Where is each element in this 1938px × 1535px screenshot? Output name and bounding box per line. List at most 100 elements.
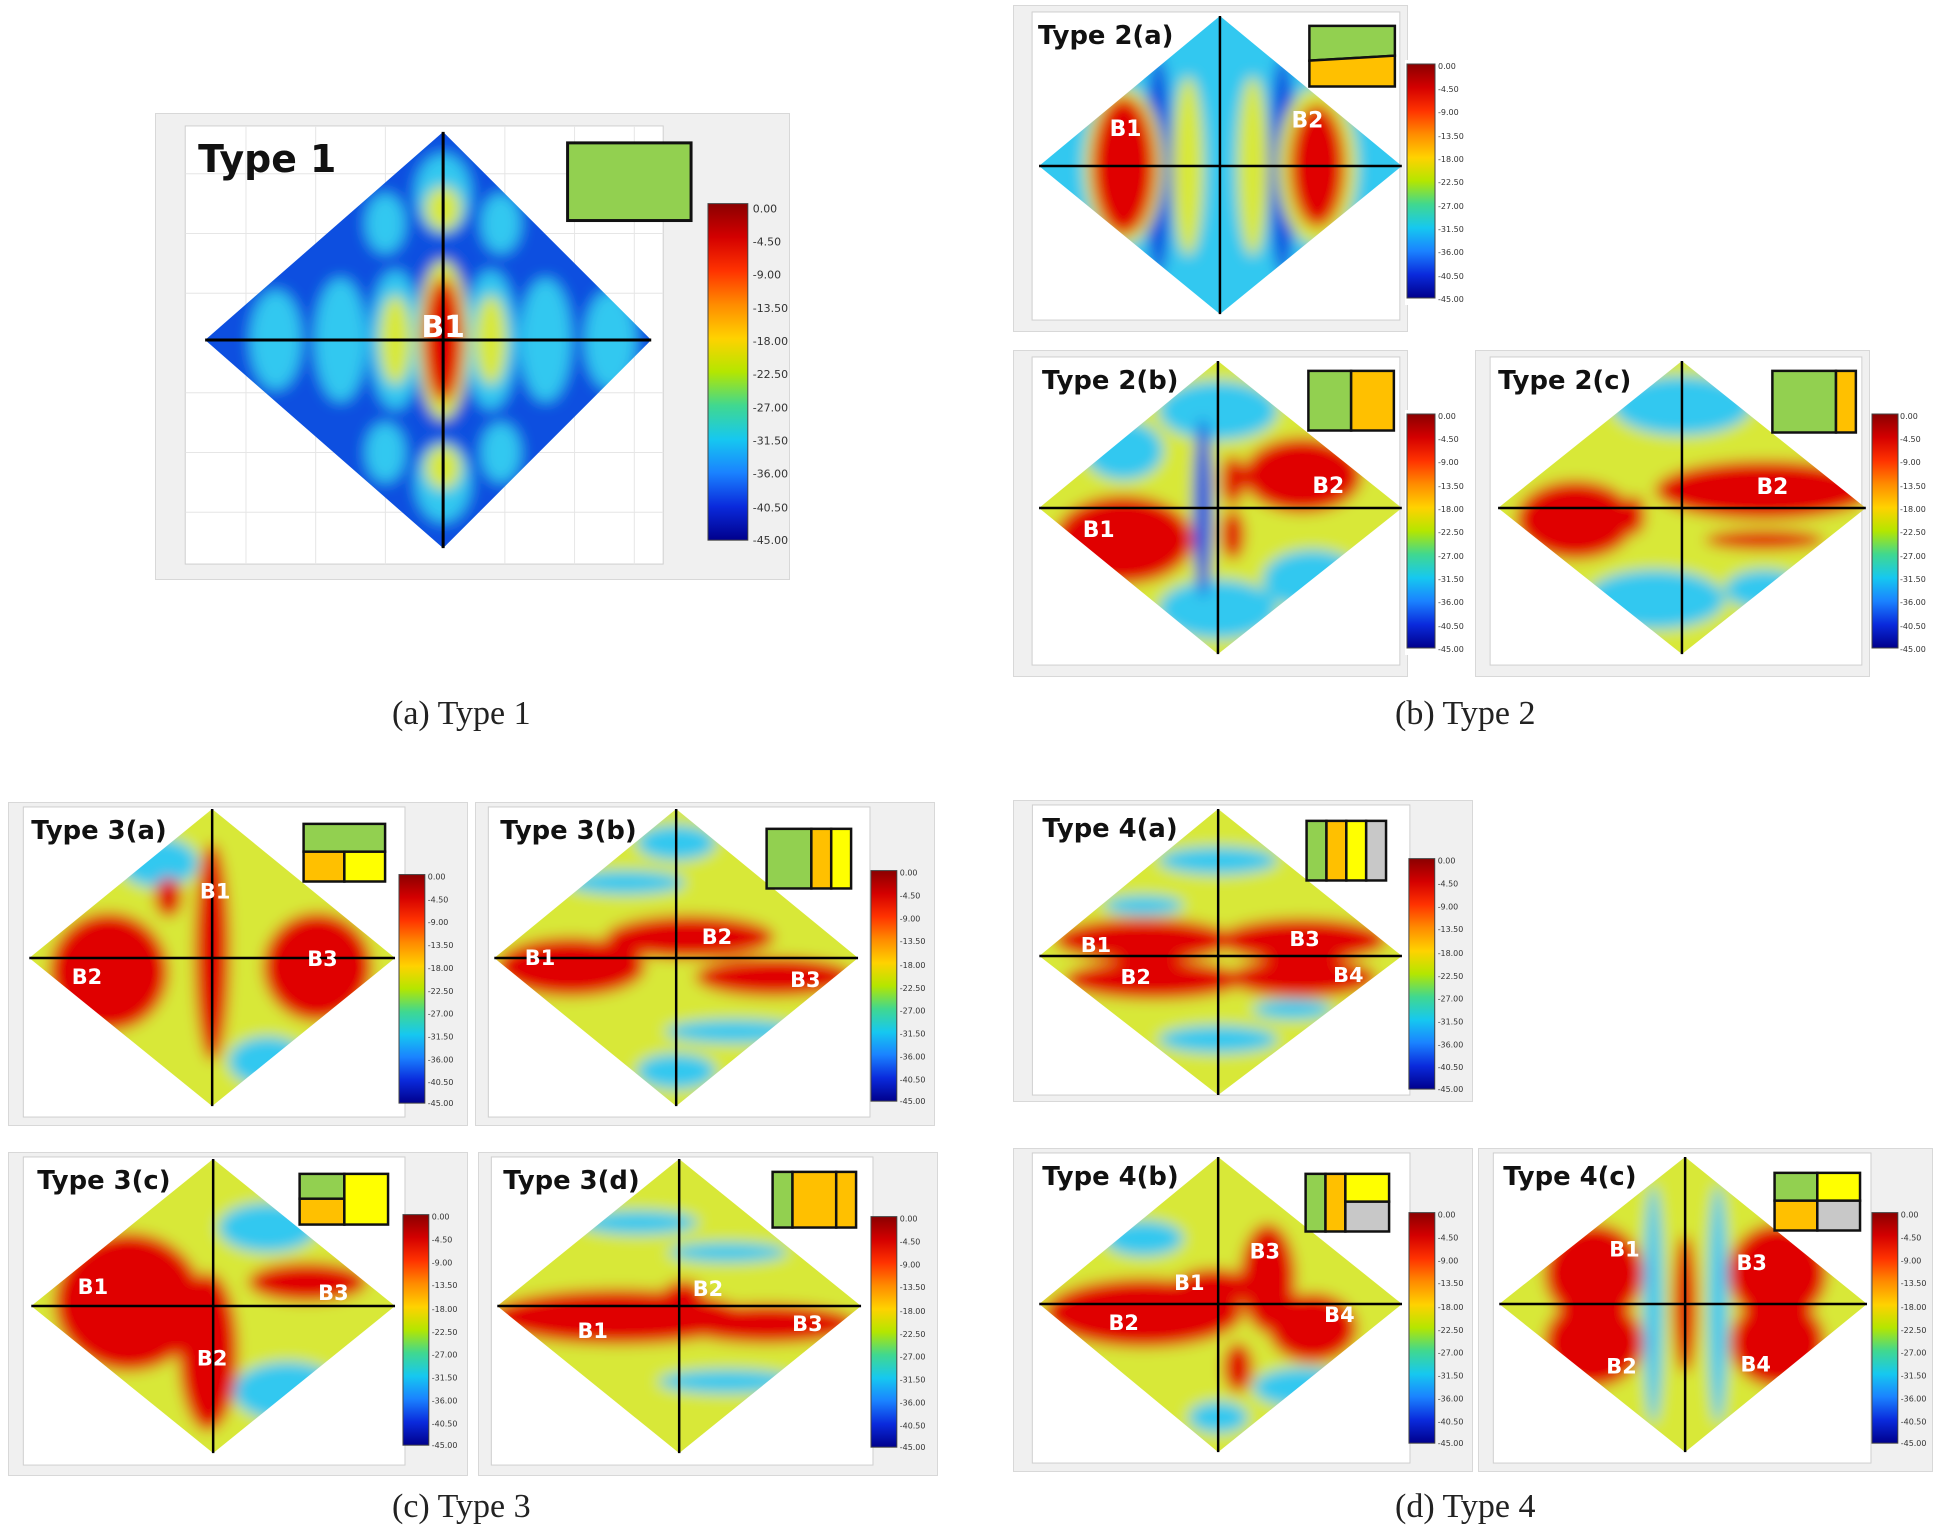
colorbar-tick: -22.50 — [1438, 1326, 1464, 1335]
colorbar-tick: -9.00 — [1438, 108, 1459, 117]
colorbar-tick: -45.00 — [1438, 1085, 1464, 1094]
beam-label: B2 — [1312, 474, 1344, 499]
colorbar-tick: -9.00 — [1438, 1256, 1459, 1265]
colorbar-tick: -31.50 — [428, 1033, 454, 1042]
beam-label: B1 — [1609, 1237, 1639, 1261]
colorbar-tick: -13.50 — [428, 941, 454, 950]
colorbar-tick: -9.00 — [900, 1260, 921, 1269]
colorbar-tick: -40.50 — [1438, 272, 1464, 281]
colorbar-tick: -27.00 — [900, 1007, 926, 1016]
heatmap-type-3c: Type 3(c) B1 B2 B3 0.00 -4.50 -9.00 -13.… — [22, 1156, 458, 1466]
beam-label: B2 — [1121, 965, 1151, 989]
beam-label: B2 — [1109, 1311, 1139, 1335]
colorbar-tick: -45.00 — [1438, 1439, 1464, 1448]
beam-label: B4 — [1324, 1303, 1354, 1327]
colorbar-tick: -31.50 — [753, 435, 788, 448]
colorbar-tick: -18.00 — [1900, 505, 1926, 514]
colorbar-tick: -31.50 — [900, 1030, 926, 1039]
heatmap-type-2b: Type 2(b) B1 B2 — [1031, 356, 1402, 666]
colorbar-tick: -31.50 — [1438, 575, 1464, 584]
colorbar-tick: -9.00 — [1438, 902, 1459, 911]
colorbar-tick: -13.50 — [1438, 132, 1464, 141]
colorbar-tick: -18.00 — [432, 1305, 458, 1314]
colorbar-tick: -36.00 — [1438, 248, 1464, 257]
panel-type-3d: Type 3(d) B1 B2 B3 0.00 -4.50 -9.00 -13.… — [478, 1152, 938, 1476]
colorbar-tick: -18.00 — [753, 335, 788, 348]
colorbar: 0.00 -4.50 -9.00 -13.50 -18.00 -22.50 -2… — [870, 1215, 926, 1452]
colorbar-tick: 0.00 — [900, 869, 918, 878]
colorbar-tick: 0.00 — [1438, 62, 1456, 71]
heatmap-type-4a: Type 4(a) B1 B2 B3 B4 0.00 -4.50 -9.00 -… — [1031, 804, 1464, 1096]
colorbar-tick: -31.50 — [1438, 225, 1464, 234]
beam-label: B3 — [307, 947, 337, 971]
colorbar-tick: -18.00 — [1438, 155, 1464, 164]
beam-label: B1 — [525, 946, 555, 970]
colorbar-tick: -13.50 — [900, 937, 926, 946]
colorbar-tick: -22.50 — [1438, 178, 1464, 187]
panel-title: Type 3(a) — [31, 816, 166, 846]
colorbar-tick: -45.00 — [1900, 645, 1926, 654]
colorbar-tick: -18.00 — [428, 964, 454, 973]
colorbar-tick: -27.00 — [900, 1353, 926, 1362]
panel-type-4c: Type 4(c) B1 B2 B3 B4 0.00 -4.50 -9.00 -… — [1478, 1148, 1933, 1472]
colorbar-tick: -45.00 — [900, 1443, 926, 1452]
colorbar-tick: -9.00 — [1438, 458, 1459, 467]
colorbar-tick: -45.00 — [1901, 1439, 1927, 1448]
colorbar-tick: -4.50 — [1438, 85, 1459, 94]
panel-title: Type 3(c) — [37, 1166, 170, 1196]
colorbar-tick: 0.00 — [900, 1215, 918, 1224]
colorbar-tick: -36.00 — [900, 1052, 926, 1061]
panel-type-4b: Type 4(b) B1 B2 B3 B4 0.00 -4.50 -9.00 -… — [1013, 1148, 1473, 1472]
colorbar-tick: -31.50 — [1901, 1372, 1927, 1381]
beam-label: B1 — [1083, 518, 1115, 543]
colorbar-tick: -40.50 — [1438, 1417, 1464, 1426]
heatmap-type-2c: Type 2(c) B2 — [1489, 356, 1866, 666]
colorbar-tick: -4.50 — [1900, 435, 1921, 444]
beam-label: B1 — [78, 1275, 108, 1299]
beam-label: B3 — [1737, 1251, 1767, 1275]
heatmap-type-3d: Type 3(d) B1 B2 B3 0.00 -4.50 -9.00 -13.… — [490, 1156, 926, 1466]
layout-thumbnail — [1305, 819, 1388, 882]
beam-label: B1 — [1110, 117, 1142, 142]
caption-b: (b) Type 2 — [1395, 695, 1536, 732]
colorbar-tick: -40.50 — [1901, 1417, 1927, 1426]
layout-thumbnail — [1307, 369, 1396, 432]
colorbar-tick: -22.50 — [753, 368, 788, 381]
beam-label: B1 — [1174, 1271, 1204, 1295]
layout-thumbnail — [302, 822, 387, 883]
colorbar-ticks: 0.00 -4.50 -9.00 -13.50 -18.00 -22.50 -2… — [753, 203, 788, 548]
panel-type-3a: Type 3(a) B1 B2 B3 0.00 -4.50 -9.00 -13.… — [8, 802, 468, 1126]
colorbar-ticks: 0.00 -4.50 -9.00 -13.50 -18.00 -22.50 -2… — [1438, 62, 1464, 304]
beam-label: B1 — [1081, 933, 1111, 957]
colorbar-tick: -45.00 — [1438, 645, 1464, 654]
colorbar-tick: 0.00 — [428, 873, 446, 882]
panel-title: Type 2(a) — [1038, 21, 1173, 51]
layout-thumbnail — [1308, 24, 1397, 88]
colorbar-ticks: 0.00 -4.50 -9.00 -13.50 -18.00 -22.50 -2… — [1900, 412, 1926, 654]
colorbar-tick: -9.00 — [1900, 458, 1921, 467]
panel-title: Type 3(b) — [500, 816, 636, 846]
colorbar-tick: -36.00 — [1900, 598, 1926, 607]
colorbar-tick: -18.00 — [1438, 949, 1464, 958]
beam-label: B1 — [200, 879, 230, 903]
colorbar-tick: -36.00 — [432, 1396, 458, 1405]
colorbar-tick: -22.50 — [900, 1330, 926, 1339]
heatmap-type-3b: Type 3(b) B1 B2 B3 0.00 -4.50 -9.00 -13.… — [487, 806, 926, 1118]
colorbar-tick: -4.50 — [1438, 1233, 1459, 1242]
beam-label: B2 — [693, 1277, 723, 1301]
colorbar-tick: -45.00 — [1438, 295, 1464, 304]
colorbar-tick: -18.00 — [1901, 1303, 1927, 1312]
colorbar-tick: -27.00 — [1900, 552, 1926, 561]
colorbar-tick: 0.00 — [1438, 1211, 1456, 1220]
colorbar-tick: -36.00 — [1901, 1394, 1927, 1403]
colorbar-tick: -31.50 — [900, 1376, 926, 1385]
colorbar-tick: -36.00 — [428, 1055, 454, 1064]
panel-type-3b: Type 3(b) B1 B2 B3 0.00 -4.50 -9.00 -13.… — [475, 802, 935, 1126]
layout-thumbnail — [298, 1172, 390, 1226]
beam-label: B1 — [421, 310, 465, 345]
colorbar-tick: -36.00 — [753, 467, 788, 480]
heatmap-type-4c: Type 4(c) B1 B2 B3 B4 0.00 -4.50 -9.00 -… — [1492, 1152, 1927, 1464]
colorbar-tick: -40.50 — [428, 1078, 454, 1087]
panel-type-2b: Type 2(b) B1 B2 — [1013, 350, 1408, 677]
beam-label: B2 — [197, 1347, 227, 1371]
